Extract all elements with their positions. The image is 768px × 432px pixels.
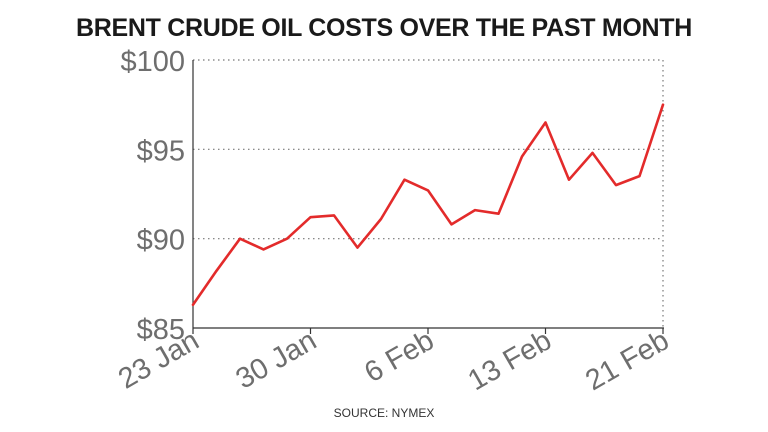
x-tick-label: 30 Jan: [231, 324, 322, 395]
y-tick-label: $100: [120, 46, 185, 78]
series-line: [191, 103, 665, 307]
x-tick-label: 21 Feb: [580, 324, 674, 397]
y-tick-label: $85: [137, 314, 185, 346]
source-note: SOURCE: NYMEX: [333, 406, 435, 420]
x-tick-label: 13 Feb: [463, 324, 557, 397]
y-tick-label: $95: [137, 135, 185, 167]
chart-title: BRENT CRUDE OIL COSTS OVER THE PAST MONT…: [76, 14, 692, 42]
x-tick-label: 6 Feb: [359, 324, 439, 389]
y-tick-label: $90: [137, 225, 185, 257]
